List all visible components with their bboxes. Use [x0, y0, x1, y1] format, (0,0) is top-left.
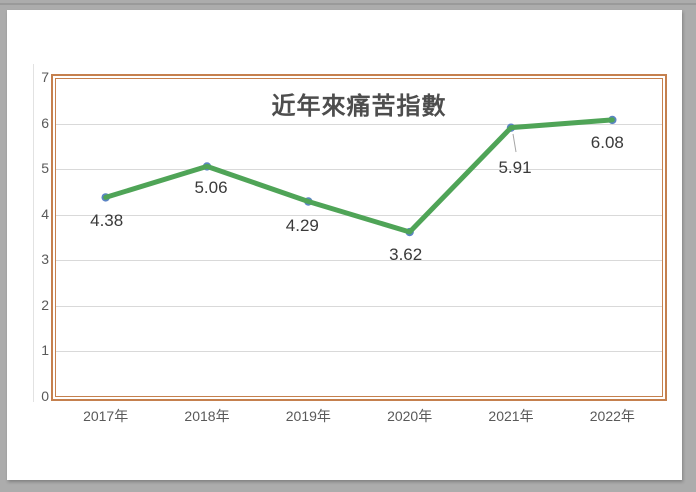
y-axis-line [33, 64, 34, 402]
data-label-leader-line [512, 133, 517, 153]
y-tick-label: 7 [41, 69, 49, 85]
data-label: 6.08 [590, 132, 624, 152]
gridline-2 [55, 305, 663, 307]
x-tick-label: 2021年 [488, 408, 534, 424]
series-polyline [103, 117, 615, 235]
gridline-1 [55, 351, 663, 353]
y-tick-label: 3 [41, 251, 49, 268]
data-label: 5.91 [498, 157, 532, 177]
data-label: 5.06 [194, 178, 228, 198]
plot-area: 4.38 5.06 4.29 3.62 5.91 6.08 近年來痛苦指數 [51, 74, 667, 401]
y-tick-label: 0 [41, 388, 49, 404]
chart-canvas: 0 1 2 3 4 5 6 7 4.38 5.06 4.29 3.62 5.91 6.08 近年來痛苦指… [7, 10, 682, 480]
window-top-edge [0, 3, 696, 5]
data-label: 4.38 [90, 211, 124, 231]
x-tick-label: 2018年 [184, 408, 230, 424]
gridline-5 [55, 169, 663, 171]
data-label: 3.62 [389, 245, 423, 265]
x-tick-label: 2020年 [387, 408, 433, 424]
x-tick-label: 2019年 [285, 408, 331, 424]
series-line-layer [101, 115, 617, 237]
x-axis-labels: 2017年 2018年 2019年 2020年 2021年 2022年 [55, 406, 663, 426]
x-tick-label: 2022年 [589, 408, 635, 424]
y-tick-label: 6 [41, 114, 49, 131]
x-tick-label: 2017年 [83, 408, 129, 424]
gridline-3 [55, 260, 663, 262]
y-tick-label: 1 [41, 342, 49, 359]
y-tick-label: 4 [41, 205, 49, 222]
y-tick-label: 5 [41, 160, 49, 177]
data-label: 4.29 [285, 216, 319, 236]
gridline-6 [55, 123, 663, 125]
y-axis-labels: 0 1 2 3 4 5 6 7 [7, 70, 49, 403]
chart-title: 近年來痛苦指數 [271, 93, 447, 120]
y-tick-label: 2 [41, 296, 49, 313]
